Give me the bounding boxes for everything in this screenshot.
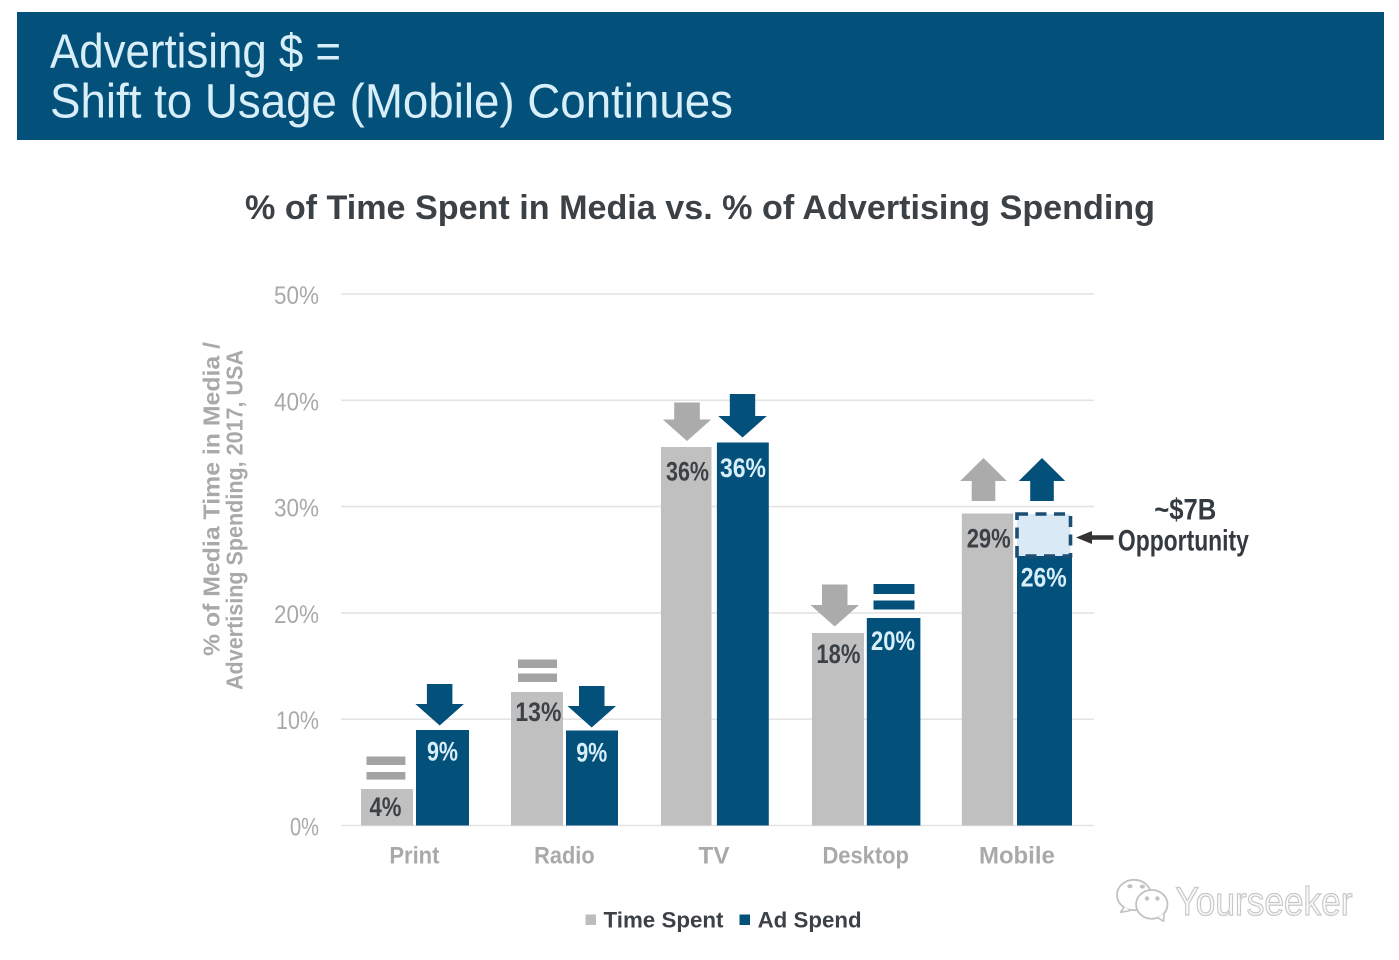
svg-text:TV: TV	[699, 843, 730, 870]
svg-text:0%: 0%	[290, 814, 319, 842]
svg-text:% of Time Spent in Media vs. %: % of Time Spent in Media vs. % of Advert…	[245, 189, 1155, 227]
svg-text:% of Media Time in Media /: % of Media Time in Media /	[199, 341, 225, 656]
svg-text:9%: 9%	[576, 738, 607, 768]
svg-text:29%: 29%	[967, 524, 1011, 554]
svg-text:Opportunity: Opportunity	[1118, 525, 1249, 558]
svg-text:20%: 20%	[274, 601, 319, 629]
svg-text:Yourseeker: Yourseeker	[1176, 880, 1353, 924]
svg-text:26%: 26%	[1021, 563, 1067, 593]
svg-text:Shift to Usage (Mobile) Contin: Shift to Usage (Mobile) Continues	[50, 76, 733, 129]
svg-text:30%: 30%	[274, 495, 319, 523]
svg-text:Advertising Spending, 2017, US: Advertising Spending, 2017, USA	[222, 350, 248, 690]
svg-text:50%: 50%	[274, 282, 319, 310]
svg-text:Ad Spend: Ad Spend	[758, 908, 862, 933]
svg-text:36%: 36%	[666, 457, 709, 487]
svg-text:Advertising $ =: Advertising $ =	[50, 25, 341, 78]
svg-text:9%: 9%	[427, 737, 458, 767]
svg-text:13%: 13%	[515, 697, 561, 727]
svg-text:18%: 18%	[816, 639, 860, 669]
svg-text:36%: 36%	[720, 453, 766, 483]
svg-text:Time Spent: Time Spent	[604, 908, 725, 933]
svg-text:Print: Print	[389, 843, 439, 870]
svg-text:10%: 10%	[276, 707, 319, 735]
svg-text:4%: 4%	[370, 792, 402, 822]
svg-text:~$7B: ~$7B	[1154, 494, 1216, 527]
svg-text:Desktop: Desktop	[822, 843, 909, 870]
svg-text:40%: 40%	[274, 388, 319, 416]
svg-text:Mobile: Mobile	[979, 843, 1055, 870]
svg-text:Radio: Radio	[534, 843, 595, 870]
svg-text:20%: 20%	[871, 626, 915, 656]
